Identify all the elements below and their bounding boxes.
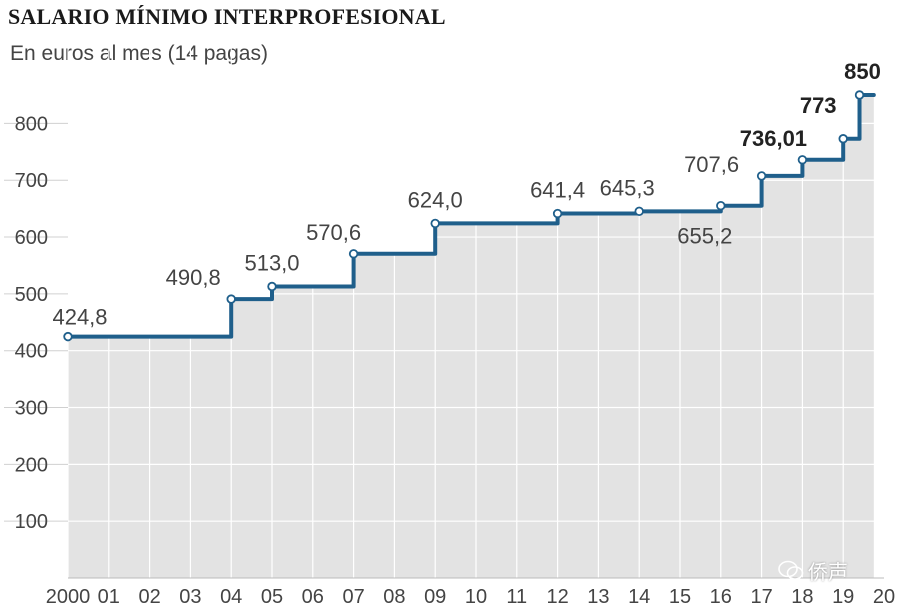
watermark: 侨声 [778, 556, 848, 585]
x-axis-ticks: 2000 01 02 03 04 05 06 07 08 09 10 11 12 13 14 15 16 17 18… [46, 586, 895, 608]
x-tick-label: 08 [383, 586, 405, 608]
y-tick-label: 600 [15, 227, 48, 249]
y-tick-label: 200 [15, 454, 48, 476]
data-point [348, 249, 359, 259]
x-tick-label: 10 [465, 586, 487, 608]
data-label: 490,8 [166, 265, 221, 290]
data-label: 736,01 [740, 126, 807, 151]
data-labels: 424,8 490,8 513,0 570,6 624,0 641,4 645,3 655,2… [52, 59, 880, 330]
chart-title: SALARIO MÍNIMO INTERPROFESIONAL [8, 4, 446, 29]
data-point [797, 155, 808, 165]
x-tick-label: 15 [669, 586, 691, 608]
y-tick-label: 500 [15, 284, 48, 306]
x-tick-label: 17 [750, 586, 772, 608]
grid-lines [67, 35, 885, 579]
data-point [430, 218, 440, 229]
plot-area [68, 95, 874, 578]
data-point [716, 200, 726, 211]
data-point [552, 208, 563, 219]
x-tick-label: 14 [628, 586, 650, 608]
x-tick-label: 20 [873, 586, 895, 608]
x-tick-label: 06 [302, 586, 324, 608]
data-point [756, 171, 767, 181]
data-label: 655,2 [677, 224, 732, 249]
x-tick-label: 2000 [46, 586, 91, 608]
data-label: 773 [800, 93, 837, 118]
y-tick-label: 700 [15, 170, 48, 192]
data-point [838, 134, 848, 144]
x-tick-label: 04 [220, 586, 242, 608]
y-tick-label: 300 [15, 398, 48, 420]
x-tick-label: 12 [546, 586, 568, 608]
data-label: 850 [844, 59, 881, 84]
x-tick-label: 18 [791, 586, 813, 608]
data-markers [63, 90, 865, 342]
y-axis-ticks: 100 200 300 400 500 600 700 800 [4, 113, 68, 533]
data-label: 707,6 [684, 152, 739, 177]
data-point [226, 294, 236, 304]
data-label: 641,4 [530, 178, 585, 203]
wechat-icon [778, 560, 804, 582]
data-label: 570,6 [306, 220, 361, 245]
data-point [634, 206, 644, 217]
data-point [854, 90, 865, 100]
area-fill [68, 95, 874, 578]
x-tick-label: 02 [138, 586, 160, 608]
y-tick-label: 400 [15, 341, 48, 363]
watermark-text: 侨声 [808, 560, 848, 584]
data-label: 513,0 [244, 250, 299, 275]
x-tick-label: 07 [342, 586, 364, 608]
x-tick-label: 05 [261, 586, 283, 608]
chart-subtitle: En euros al mes (14 pagas) [10, 42, 268, 65]
x-tick-label: 03 [179, 586, 201, 608]
data-label: 424,8 [52, 305, 107, 330]
x-tick-label: 11 [506, 586, 527, 608]
x-tick-label: 09 [424, 586, 446, 608]
y-tick-label: 100 [15, 511, 48, 533]
data-label: 645,3 [600, 175, 655, 200]
data-label: 624,0 [408, 187, 463, 212]
x-tick-label: 13 [587, 586, 609, 608]
data-point [63, 331, 73, 342]
x-tick-label: 01 [98, 586, 120, 608]
x-tick-label: 16 [710, 586, 732, 608]
data-point [267, 281, 277, 292]
y-tick-label: 800 [15, 113, 48, 135]
x-tick-label: 19 [832, 586, 854, 608]
